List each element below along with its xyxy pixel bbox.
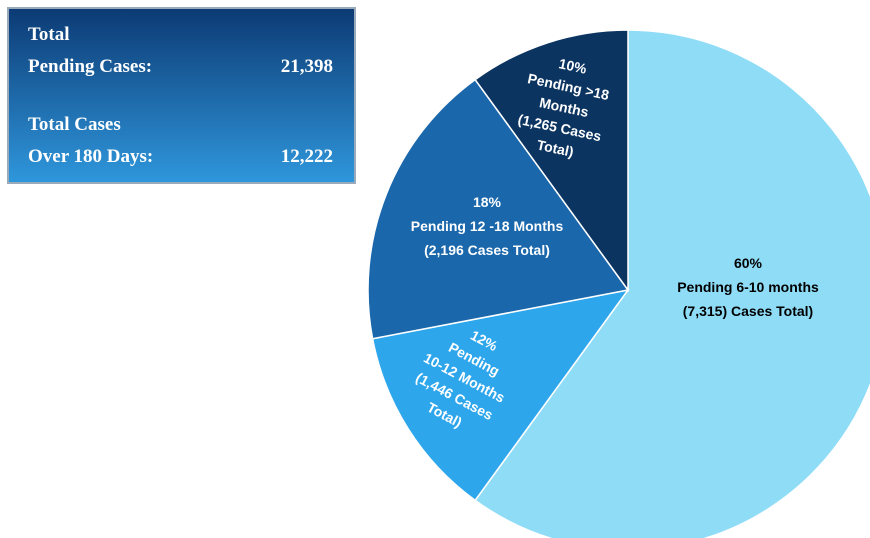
- summary-text: Total Pending Cases: 21,398 Total Cases Over…: [28, 24, 333, 167]
- pie-slice: [371, 288, 630, 502]
- pie-slice: [474, 29, 629, 293]
- slice-label-line: Pending 6-10 months: [677, 279, 819, 295]
- summary-label: Total: [28, 24, 70, 45]
- summary-label: Over 180 Days:: [28, 146, 153, 167]
- slice-label: 60% Pending 6-10 months (7,315) Cases Tota…: [677, 255, 819, 319]
- slice-label-line: (7,315) Cases Total): [683, 303, 813, 319]
- slice-percent: 18%: [473, 194, 502, 210]
- pie-slice: [367, 78, 630, 340]
- summary-label: Total Cases: [28, 114, 121, 135]
- slice-percent: 10%: [557, 55, 588, 77]
- slice-label-line: Total): [536, 137, 576, 160]
- slice-label-line: Pending 12 -18 Months: [411, 218, 564, 234]
- pie: 60% Pending 6-10 months (7,315) Cases Tota…: [367, 29, 870, 538]
- summary-box: [7, 7, 356, 184]
- summary-value: 21,398: [281, 56, 333, 77]
- summary-label: Pending Cases:: [28, 56, 152, 77]
- summary-value: 12,222: [281, 146, 333, 167]
- slice-label-line: (2,196 Cases Total): [424, 242, 550, 258]
- slice-percent: 60%: [734, 255, 763, 271]
- slice-label: 18% Pending 12 -18 Months (2,196 Cases Tot…: [411, 194, 564, 258]
- pie-slice: [474, 29, 870, 538]
